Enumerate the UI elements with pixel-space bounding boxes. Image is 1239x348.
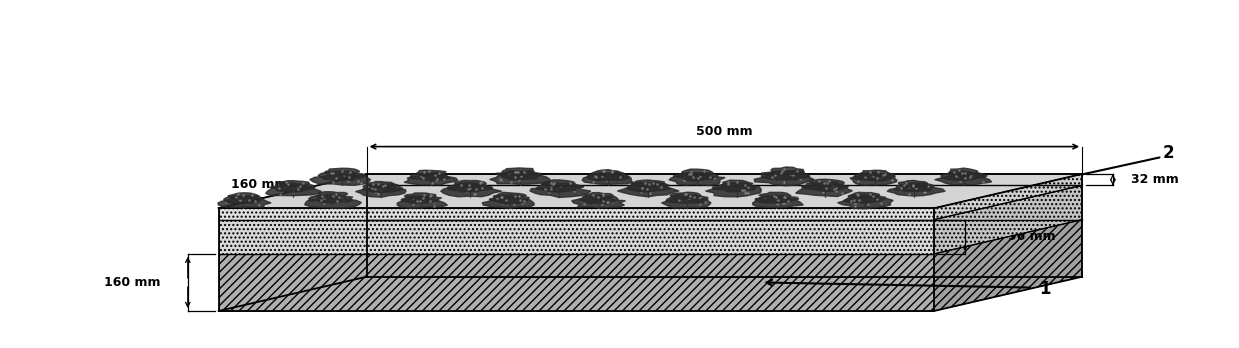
Polygon shape (482, 197, 534, 208)
Polygon shape (489, 173, 550, 184)
Polygon shape (494, 192, 527, 199)
Polygon shape (934, 174, 991, 185)
Polygon shape (940, 171, 987, 180)
Polygon shape (756, 195, 799, 203)
Polygon shape (305, 198, 362, 208)
Polygon shape (838, 197, 893, 209)
Polygon shape (502, 168, 534, 175)
Polygon shape (887, 185, 945, 196)
Polygon shape (758, 192, 790, 199)
Polygon shape (582, 175, 633, 184)
Polygon shape (861, 170, 890, 176)
Polygon shape (404, 175, 457, 185)
Polygon shape (535, 183, 584, 192)
Text: 500 mm: 500 mm (696, 125, 752, 138)
Polygon shape (681, 169, 712, 176)
Polygon shape (850, 175, 897, 185)
Polygon shape (318, 171, 367, 181)
Polygon shape (804, 182, 849, 191)
Polygon shape (934, 185, 1082, 254)
Polygon shape (218, 220, 1082, 254)
Polygon shape (218, 254, 934, 311)
Polygon shape (934, 174, 1082, 220)
Polygon shape (316, 192, 348, 198)
Polygon shape (416, 170, 446, 176)
Polygon shape (218, 198, 271, 207)
Polygon shape (218, 208, 934, 220)
Polygon shape (362, 184, 403, 192)
Polygon shape (218, 185, 1082, 220)
Polygon shape (673, 173, 719, 181)
Polygon shape (771, 167, 804, 175)
Polygon shape (722, 180, 753, 187)
Polygon shape (627, 183, 670, 192)
Polygon shape (665, 195, 707, 203)
Polygon shape (755, 174, 814, 186)
Polygon shape (404, 193, 436, 199)
Polygon shape (617, 185, 679, 197)
Polygon shape (669, 174, 725, 185)
Polygon shape (278, 181, 310, 187)
Polygon shape (356, 186, 406, 197)
Polygon shape (530, 185, 591, 197)
Text: 96 mm: 96 mm (1009, 230, 1056, 243)
Polygon shape (410, 173, 450, 181)
Polygon shape (366, 182, 396, 188)
Text: 160 mm: 160 mm (104, 276, 161, 289)
Polygon shape (850, 192, 880, 199)
Polygon shape (712, 183, 756, 192)
Polygon shape (269, 183, 313, 192)
Polygon shape (591, 170, 623, 176)
Polygon shape (893, 183, 934, 191)
Text: 2: 2 (1162, 144, 1173, 163)
Polygon shape (579, 195, 618, 204)
Polygon shape (441, 186, 502, 197)
Polygon shape (310, 174, 370, 185)
Polygon shape (753, 197, 803, 207)
Text: 1: 1 (1038, 280, 1051, 298)
Polygon shape (455, 180, 486, 187)
Polygon shape (587, 172, 628, 181)
Polygon shape (705, 185, 761, 197)
Polygon shape (325, 168, 359, 175)
Polygon shape (223, 196, 261, 204)
Polygon shape (571, 198, 626, 208)
Polygon shape (949, 168, 978, 175)
Polygon shape (584, 192, 613, 199)
Polygon shape (265, 185, 321, 196)
Polygon shape (496, 171, 541, 180)
Polygon shape (218, 174, 1082, 208)
Polygon shape (662, 198, 711, 208)
Polygon shape (447, 183, 492, 192)
Polygon shape (396, 198, 447, 208)
Polygon shape (218, 220, 934, 254)
Polygon shape (898, 181, 928, 187)
Polygon shape (401, 196, 441, 204)
Polygon shape (541, 180, 576, 187)
Polygon shape (670, 192, 701, 199)
Polygon shape (854, 172, 895, 181)
Polygon shape (934, 220, 1082, 311)
Polygon shape (762, 171, 810, 180)
Polygon shape (795, 185, 852, 197)
Polygon shape (309, 194, 353, 203)
Polygon shape (809, 179, 845, 187)
Polygon shape (489, 195, 529, 204)
Text: 160 mm: 160 mm (230, 178, 287, 191)
Polygon shape (843, 195, 886, 204)
Text: 32 mm: 32 mm (1131, 173, 1180, 186)
Polygon shape (631, 180, 664, 187)
Polygon shape (228, 193, 259, 199)
